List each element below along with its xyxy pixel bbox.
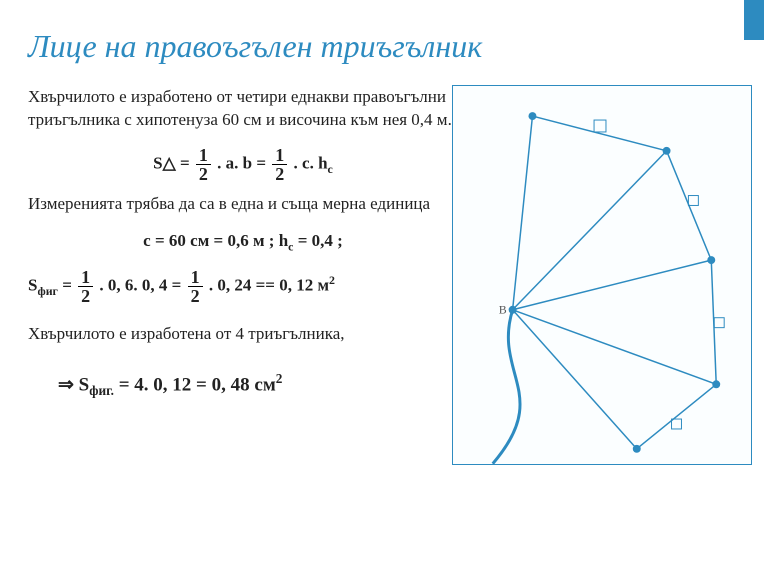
f1-rhs: . c. h	[294, 153, 328, 172]
point-label-b: B	[499, 303, 507, 317]
page-title: Лице на правоъгълен триъгълник	[0, 0, 764, 77]
f1-rhs-sub: c	[328, 162, 333, 176]
formula-1: S△ = 1 2 . a. b = 1 2 . c. hc	[28, 146, 458, 183]
final-line: ⇒ Sфиг. = 4. 0, 12 = 0, 48 см2	[28, 370, 458, 400]
f1-mid: . a. b =	[217, 153, 266, 172]
accent-bar	[744, 0, 764, 40]
f1-lhs: S△ =	[153, 153, 189, 172]
kite-svg: B	[453, 86, 751, 464]
fraction-icon: 1 2	[272, 146, 287, 183]
fraction-icon: 1 2	[188, 268, 203, 305]
fraction-icon: 1 2	[78, 268, 93, 305]
formula-2: Sфиг = 1 2 . 0, 6. 0, 4 = 1 2 . 0, 24 ==…	[28, 268, 458, 305]
content-block: Хвърчилото е изработено от четири еднакв…	[28, 86, 458, 400]
paragraph-1: Хвърчилото е изработено от четири еднакв…	[28, 86, 458, 132]
paragraph-3: Хвърчилото е изработена от 4 триъгълника…	[28, 323, 458, 346]
kite-figure: B	[452, 85, 752, 465]
paragraph-2: Измеренията трябва да са в една и съща м…	[28, 193, 458, 216]
line-c: c = 60 см = 0,6 м ; hc = 0,4 ;	[28, 230, 458, 254]
fraction-icon: 1 2	[196, 146, 211, 183]
